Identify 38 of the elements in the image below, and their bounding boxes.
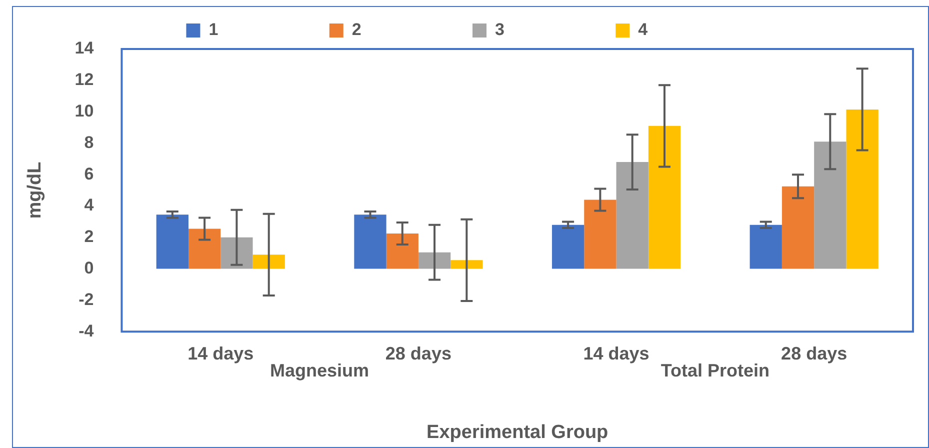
x-tick-label: 14 days [583, 343, 650, 364]
y-axis-title: mg/dL [24, 161, 46, 219]
y-tick-label: 4 [84, 196, 94, 215]
y-tick-label: 14 [74, 38, 94, 58]
legend-label: 4 [638, 20, 747, 40]
y-tick-label: 12 [74, 70, 94, 90]
bar [750, 224, 782, 269]
y-tick-label: -4 [78, 321, 94, 340]
bar [782, 186, 814, 269]
bar [648, 126, 681, 269]
y-tick-label: 0 [84, 258, 94, 278]
y-tick-label: 10 [74, 101, 94, 120]
bar [418, 252, 451, 269]
bar [156, 214, 188, 269]
bar [450, 260, 483, 269]
legend-label: 1 [208, 20, 318, 40]
y-tick-label: -2 [78, 290, 94, 309]
legend-label: 2 [352, 20, 460, 40]
bar [188, 228, 221, 269]
bar [386, 233, 418, 269]
bar [354, 214, 386, 269]
bar [814, 142, 846, 269]
bar [616, 162, 648, 269]
text: Magnesium [270, 360, 370, 381]
y-tick-label: 8 [84, 132, 94, 152]
bar [584, 200, 616, 269]
x-axis-title: Experimental Group [426, 422, 608, 443]
y-tick-label: 2 [84, 227, 94, 246]
bar [252, 254, 285, 269]
y-tick-label: 6 [84, 164, 94, 184]
x-tick-label: 28 days [385, 343, 452, 364]
x-tick-label: 28 days [781, 343, 848, 364]
bar [220, 237, 253, 269]
bar [846, 109, 878, 269]
text: Total Protein [660, 360, 770, 381]
legend-label: 3 [495, 20, 604, 40]
bar [552, 224, 584, 269]
x-tick-label: 14 days [188, 343, 254, 364]
